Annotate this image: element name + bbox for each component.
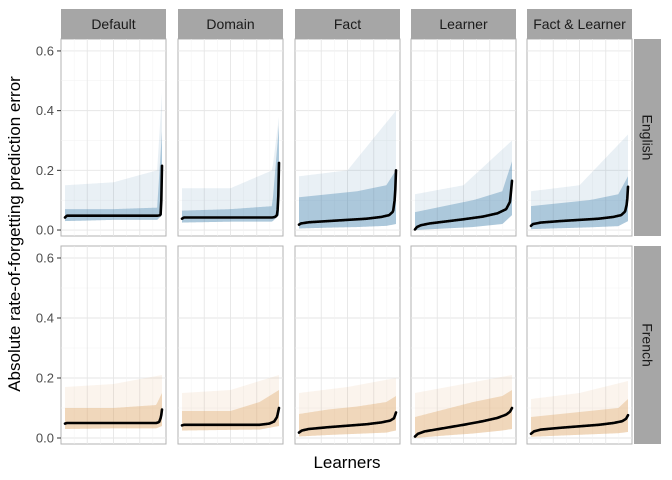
panel-english-fact: [294, 38, 401, 237]
panel-english-learner: [410, 38, 517, 237]
y-tick-label: 0.4: [36, 103, 54, 118]
strip-label-default: Default: [91, 16, 135, 32]
mean-error-line: [529, 413, 630, 436]
mean-error-line: [180, 161, 281, 220]
mean-error-line: [297, 411, 398, 434]
mean-error-line: [63, 164, 164, 219]
y-tick-label: 0.0: [36, 431, 54, 446]
mean-error-line: [63, 408, 164, 425]
y-tick-label: 0.2: [36, 163, 54, 178]
mean-error-line: [180, 406, 281, 427]
spread-area: [299, 110, 396, 229]
spread-area: [415, 140, 512, 231]
spread-area: [531, 134, 628, 230]
y-tick-label: 0.4: [36, 311, 54, 326]
mean-error-line: [413, 179, 514, 231]
panel-french-learner: [410, 245, 517, 445]
y-tick-label: 0.0: [36, 223, 54, 238]
panel-french-domain: [177, 245, 284, 445]
y-axis-title: Absolute rate-of-forgetting prediction e…: [5, 76, 24, 392]
panel-english-fact-and-learner: [526, 38, 633, 237]
row-strip-french: [634, 246, 661, 444]
panel-english-default: [60, 38, 167, 237]
row-strip-label-french: French: [640, 323, 656, 367]
strip-domain: [178, 9, 283, 39]
spread-area: [531, 381, 628, 437]
y-tick-label: 0.6: [36, 43, 54, 58]
strip-label-fact-and-learner: Fact & Learner: [533, 16, 626, 32]
interval-band: [65, 131, 162, 222]
interval-band: [531, 176, 628, 230]
interval-band: [415, 390, 512, 438]
row-strip-english: [634, 39, 661, 236]
strip-fact: [295, 9, 400, 39]
interval-band: [65, 393, 162, 429]
strips-layer: Default Domain Fact Learner Fact & Learner En…: [61, 9, 661, 444]
spread-area: [415, 375, 512, 438]
y-axes-layer: 0.0 0.2 0.4 0.6 0.0 0.2 0.4 0.6: [36, 43, 61, 446]
strip-label-domain: Domain: [206, 16, 254, 32]
panels-layer: [60, 38, 633, 445]
spread-area: [65, 92, 162, 222]
panel-french-fact: [294, 245, 401, 445]
strip-learner: [411, 9, 516, 39]
interval-band: [299, 170, 396, 229]
strip-default: [61, 9, 166, 39]
panel-english-domain: [177, 38, 284, 237]
mean-error-line: [529, 185, 630, 228]
x-axis-title: Learners: [313, 453, 380, 472]
panel-french-default: [60, 245, 167, 445]
row-strip-label-english: English: [640, 115, 656, 161]
y-tick-label: 0.2: [36, 371, 54, 386]
spread-area: [182, 116, 279, 223]
spread-area: [182, 375, 279, 431]
y-tick-label: 0.6: [36, 251, 54, 266]
mean-error-line: [297, 169, 398, 226]
strip-fact-and-learner: [527, 9, 632, 39]
interval-band: [182, 125, 279, 223]
interval-band: [415, 161, 512, 231]
interval-band: [182, 390, 279, 431]
strip-label-fact: Fact: [334, 16, 361, 32]
spread-area: [65, 375, 162, 429]
panel-french-fact-and-learner: [526, 245, 633, 445]
strip-label-learner: Learner: [439, 16, 488, 32]
spread-area: [299, 378, 396, 437]
mean-error-line: [413, 406, 514, 438]
